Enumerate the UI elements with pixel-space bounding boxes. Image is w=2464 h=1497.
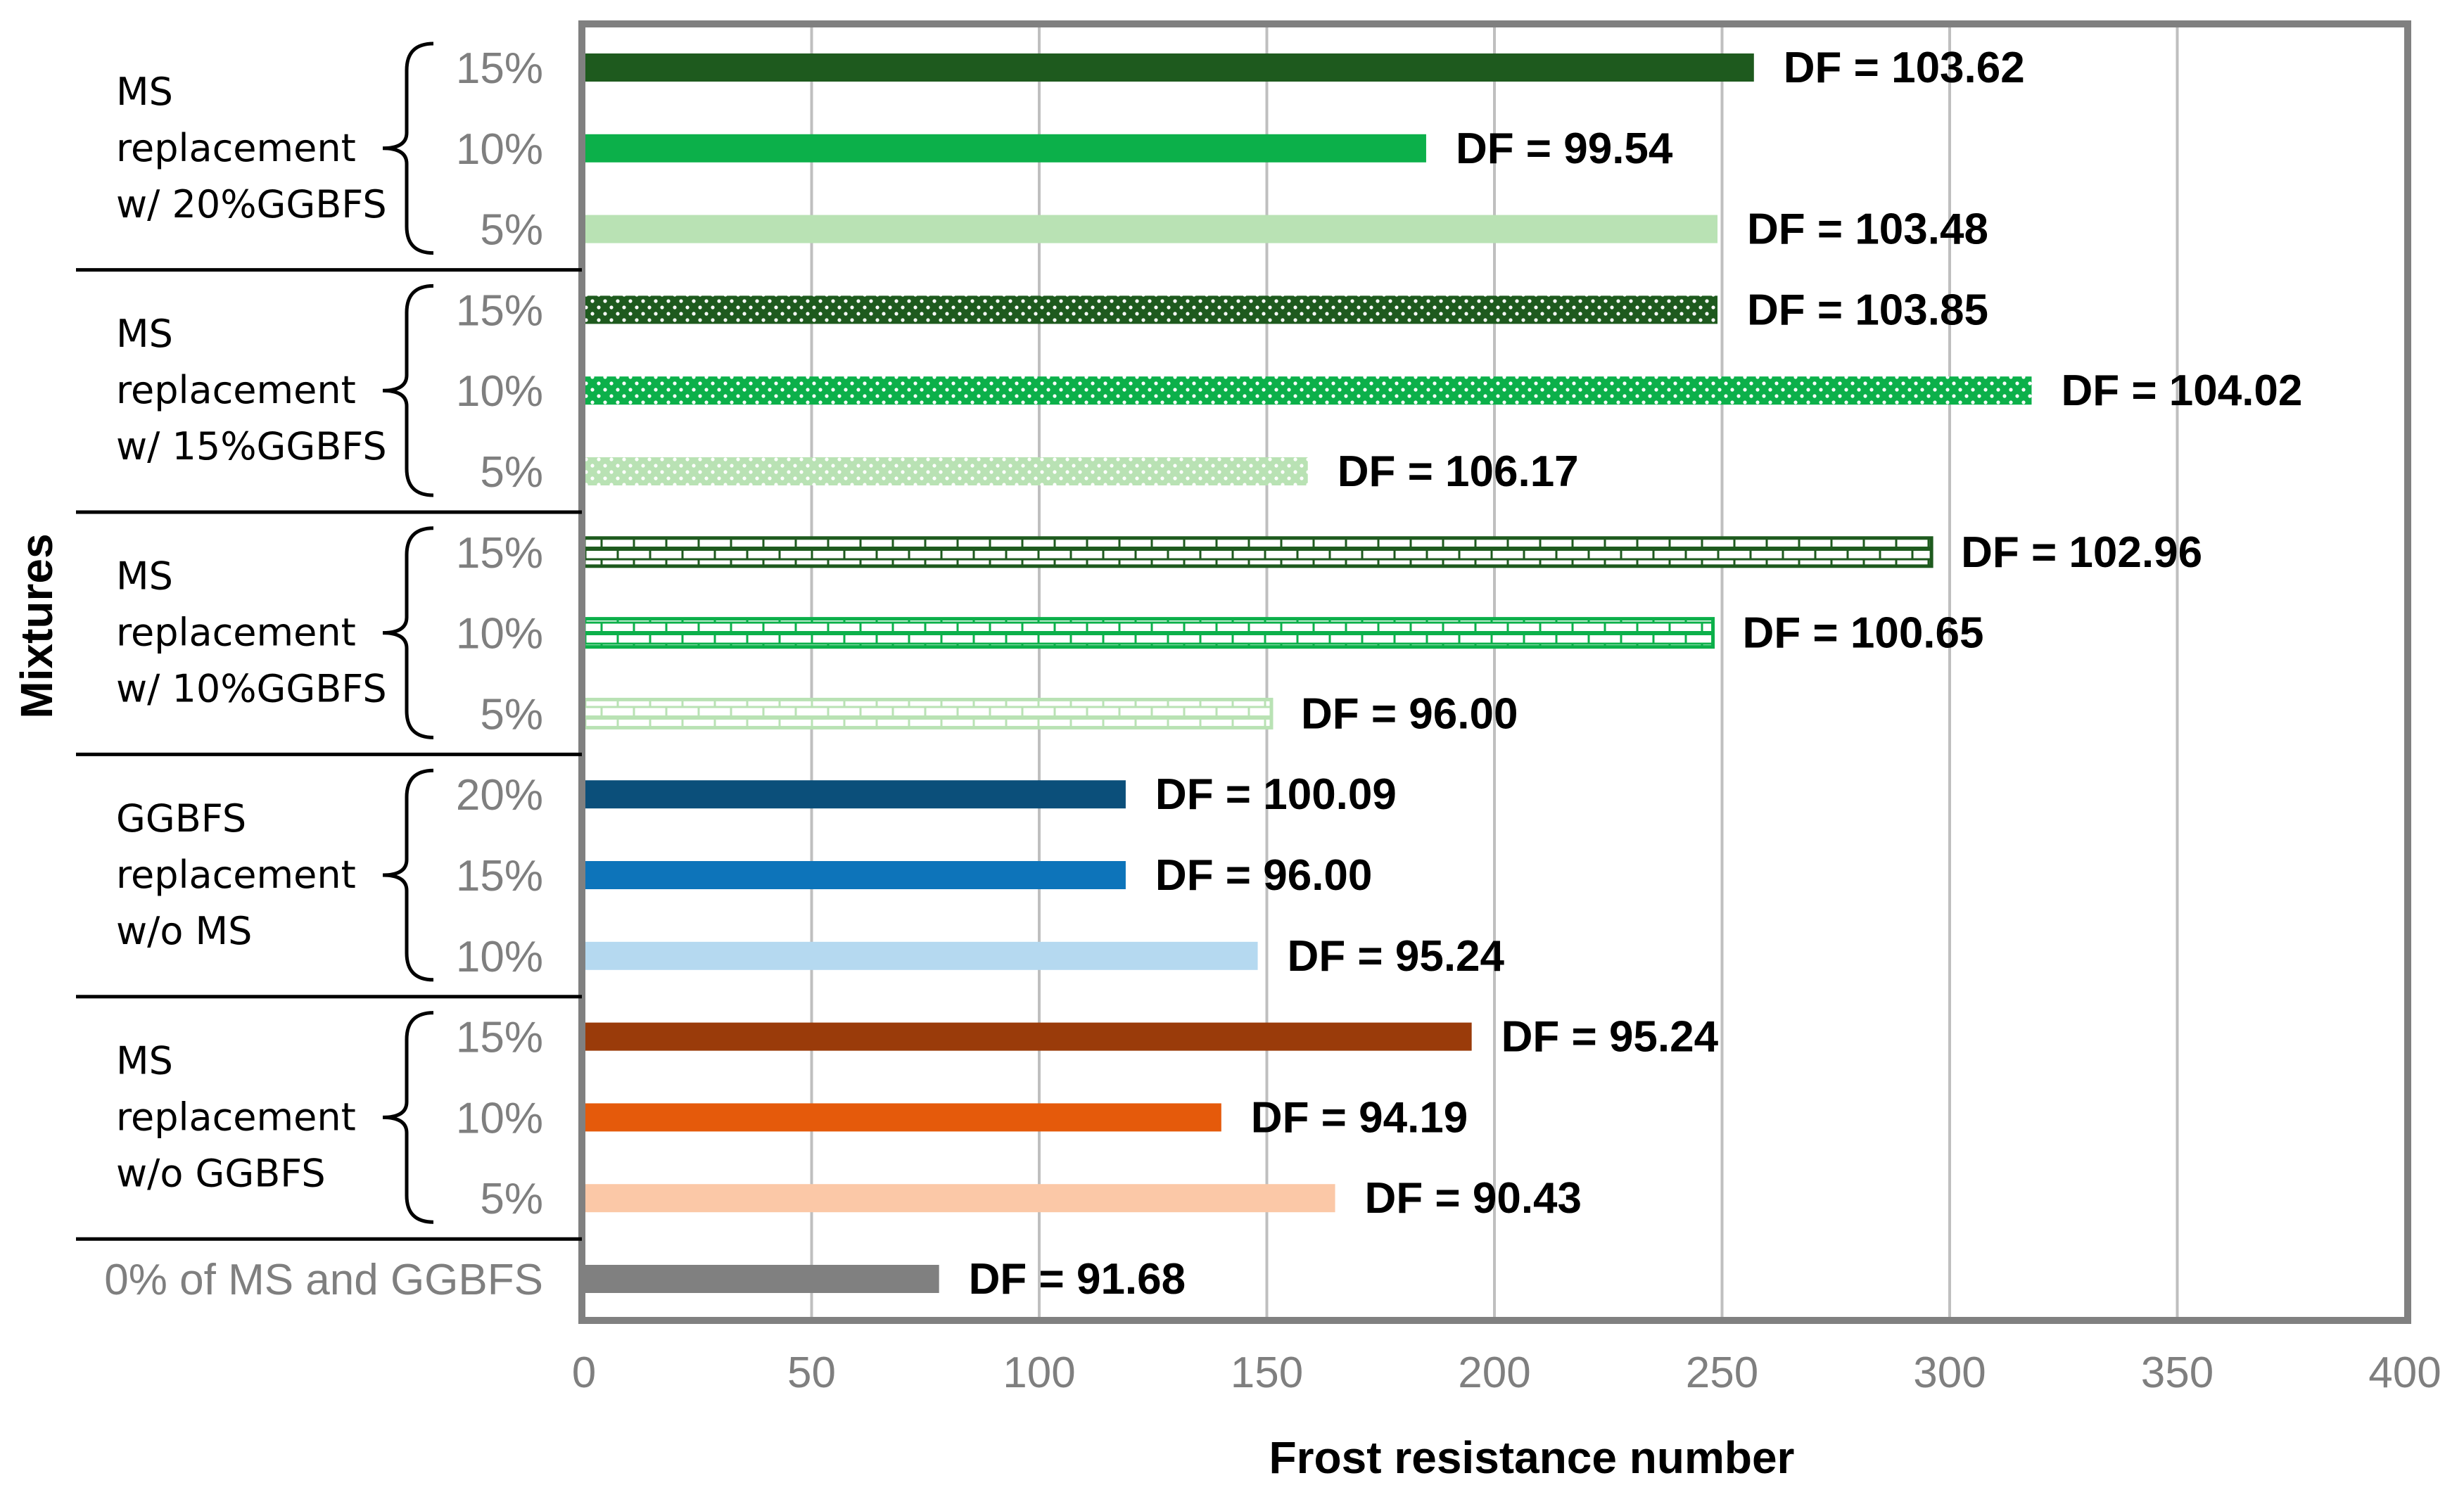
bar-data-label: DF = 99.54 xyxy=(1456,125,1673,173)
bar xyxy=(584,295,1718,324)
x-tick-label: 250 xyxy=(1686,1349,1758,1397)
category-label: 10% xyxy=(456,610,543,658)
bar-data-label: DF = 94.19 xyxy=(1251,1093,1468,1142)
group-label-line: replacement xyxy=(116,126,356,170)
group-brace xyxy=(382,284,434,497)
bar xyxy=(584,53,1754,82)
group-brace xyxy=(382,42,434,255)
group-label-line: replacement xyxy=(116,368,356,412)
category-label: 10% xyxy=(456,125,543,174)
category-label: 10% xyxy=(456,1094,543,1142)
bar xyxy=(584,1265,939,1293)
category-label: 15% xyxy=(456,44,543,93)
group-brace xyxy=(382,1011,434,1224)
bar-data-label: DF = 103.85 xyxy=(1747,286,1988,334)
bar xyxy=(584,215,1718,243)
bar-data-label: DF = 100.09 xyxy=(1155,770,1397,819)
bar-data-label: DF = 96.00 xyxy=(1301,689,1518,738)
bar-data-label: DF = 100.65 xyxy=(1743,609,1984,658)
category-label: 0% of MS and GGBFS xyxy=(104,1256,543,1304)
group-label-line: MS xyxy=(116,70,173,114)
bar-data-label: DF = 103.62 xyxy=(1784,44,2025,92)
bar-marks: DF = 103.62 DF = 99.54 DF = 103.48 DF = 103… xyxy=(582,44,2302,1304)
x-tick-label: 400 xyxy=(2368,1349,2441,1397)
group-label-line: replacement xyxy=(116,1095,356,1139)
x-tick-label: 0 xyxy=(572,1349,596,1397)
bar-data-label: DF = 95.24 xyxy=(1501,1013,1719,1062)
group-label-line: MS xyxy=(116,1038,173,1083)
y-axis-title: Mixtures xyxy=(11,533,62,718)
x-tick-label: 200 xyxy=(1458,1349,1530,1397)
bar xyxy=(584,861,1126,889)
bar xyxy=(584,780,1126,809)
group-label-line: w/o GGBFS xyxy=(116,1151,326,1195)
group-brace xyxy=(382,768,434,982)
bar xyxy=(584,941,1258,970)
x-tick-label: 300 xyxy=(1913,1349,1986,1397)
bar-data-label: DF = 106.17 xyxy=(1338,447,1579,496)
bar-data-label: DF = 104.02 xyxy=(2061,367,2302,415)
bar-data-label: DF = 90.43 xyxy=(1365,1174,1582,1223)
bar xyxy=(582,536,1933,568)
group-label-line: GGBFS xyxy=(116,796,246,841)
group-label-line: w/ 10%GGBFS xyxy=(116,667,387,711)
x-axis-ticks: 0 50 100 150 200 250 300 350 400 xyxy=(572,1349,2441,1397)
bar xyxy=(584,1022,1472,1051)
category-label: 15% xyxy=(456,852,543,900)
group-label-line: w/ 20%GGBFS xyxy=(116,182,387,227)
bar xyxy=(582,617,1715,649)
category-label: 10% xyxy=(456,367,543,416)
bar xyxy=(584,1103,1221,1132)
category-label: 10% xyxy=(456,933,543,981)
group-label-line: w/ 15%GGBFS xyxy=(116,424,387,469)
bar-data-label: DF = 91.68 xyxy=(969,1255,1186,1304)
group-brace xyxy=(382,526,434,739)
category-label: 5% xyxy=(480,206,543,255)
category-label: 5% xyxy=(480,690,543,739)
bar-data-label: DF = 96.00 xyxy=(1155,851,1372,900)
y-axis-categories: 15% 10% 5% MS replacement w/ 20%GGBFS 15% 10% 5%… xyxy=(76,42,582,1304)
bar xyxy=(584,376,2032,405)
category-label: 5% xyxy=(480,448,543,497)
group-label-line: replacement xyxy=(116,853,356,897)
bar xyxy=(584,1184,1335,1213)
category-label: 5% xyxy=(480,1175,543,1223)
bar-data-label: DF = 103.48 xyxy=(1747,205,1988,254)
group-label-line: MS xyxy=(116,554,173,599)
group-label-line: MS xyxy=(116,312,173,356)
bar xyxy=(582,697,1274,730)
category-label: 15% xyxy=(456,286,543,335)
bar xyxy=(584,457,1308,485)
bar-data-label: DF = 102.96 xyxy=(1961,528,2202,577)
bar-data-label: DF = 95.24 xyxy=(1288,932,1505,981)
category-label: 15% xyxy=(456,1014,543,1062)
group-label-line: w/o MS xyxy=(116,909,252,953)
bar xyxy=(584,134,1426,163)
x-tick-label: 50 xyxy=(787,1349,836,1397)
x-tick-label: 100 xyxy=(1003,1349,1075,1397)
x-tick-label: 350 xyxy=(2141,1349,2214,1397)
x-axis-title: Frost resistance number xyxy=(1269,1432,1795,1483)
category-label: 15% xyxy=(456,529,543,578)
plot-area-border xyxy=(578,20,2411,1324)
x-tick-label: 150 xyxy=(1231,1349,1303,1397)
group-label-line: replacement xyxy=(116,611,356,655)
category-label: 20% xyxy=(456,771,543,820)
